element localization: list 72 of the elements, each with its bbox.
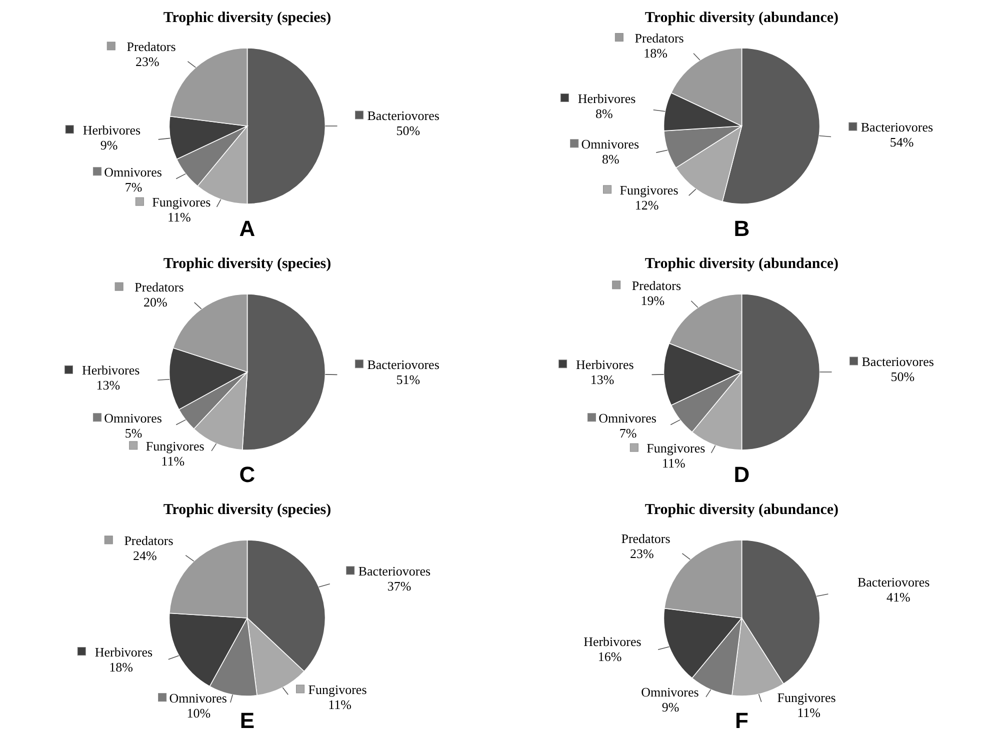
chart-title: Trophic diversity (species) <box>163 502 332 518</box>
legend-label: Fungivores <box>152 194 211 210</box>
legend-label: Omnivores <box>581 136 640 152</box>
slice-label: Fungivores <box>777 690 836 705</box>
legend-label: Omnivores <box>169 690 228 706</box>
legend-label: Omnivores <box>598 410 656 426</box>
text: D <box>734 462 750 487</box>
legend-label: Predators <box>126 38 176 54</box>
legend-label: Predators <box>632 278 682 293</box>
data-label: 11% <box>662 456 686 471</box>
data-label: 20% <box>143 294 168 310</box>
data-label: 11% <box>167 210 192 225</box>
data-label: 51% <box>396 372 420 387</box>
data-label: 7% <box>124 179 142 194</box>
text: E <box>240 708 255 733</box>
data-label: 18% <box>644 45 668 60</box>
slice-label: Omnivores <box>641 684 699 700</box>
legend-label: Predators <box>134 280 184 295</box>
legend-label: Fungivores <box>620 182 678 198</box>
legend-label: Bacteriovores <box>358 563 431 578</box>
data-label: 5% <box>124 425 142 440</box>
data-label: 9% <box>662 699 680 714</box>
data-label: 13% <box>96 378 120 393</box>
legend-label: Omnivores <box>104 164 162 180</box>
data-label: 19% <box>640 292 665 308</box>
data-label: 9% <box>100 137 118 152</box>
data-label: 11% <box>797 704 821 720</box>
legend-label: Fungivores <box>146 438 204 454</box>
data-label: 8% <box>602 151 620 166</box>
legend-label: Fungivores <box>308 682 367 697</box>
data-label: 12% <box>634 197 659 212</box>
legend-label: Bacteriovores <box>862 354 934 369</box>
data-label: 24% <box>133 548 158 563</box>
chart-title: Trophic diversity (abundance) <box>644 10 839 26</box>
legend-label: Predators <box>634 30 684 46</box>
legend-label: Herbivores <box>82 362 140 378</box>
slice-label: Herbivores <box>584 634 642 649</box>
data-label: 7% <box>619 425 637 440</box>
legend-label: Bacteriovores <box>367 108 440 123</box>
text: C <box>239 462 256 487</box>
legend-label: Herbivores <box>94 644 153 660</box>
legend-label: Omnivores <box>104 410 162 426</box>
chart-title: Trophic diversity (abundance) <box>644 502 839 518</box>
text: B <box>734 216 750 241</box>
slice-label: Predators <box>621 530 670 546</box>
legend-label: Fungivores <box>646 440 706 456</box>
data-label: 18% <box>109 659 134 674</box>
chart-title: Trophic diversity (abundance) <box>644 256 839 272</box>
legend-label: Herbivores <box>82 122 141 138</box>
legend-label: Herbivores <box>576 356 634 372</box>
chart-title: Trophic diversity (species) <box>163 10 332 26</box>
data-label: 37% <box>387 578 412 594</box>
chart-title: Trophic diversity (species) <box>163 256 332 272</box>
legend-label: Bacteriovores <box>367 356 440 372</box>
data-label: 23% <box>630 546 654 561</box>
data-label: 11% <box>161 453 185 468</box>
data-label: 50% <box>396 123 420 138</box>
legend-label: Herbivores <box>578 90 636 106</box>
text: F <box>735 708 748 733</box>
data-label: 11% <box>328 696 352 712</box>
legend-label: Predators <box>124 532 174 548</box>
data-label: 23% <box>136 54 160 69</box>
legend-label: Bacteriovores <box>860 120 934 135</box>
data-label: 13% <box>590 372 614 387</box>
text: A <box>239 216 256 241</box>
data-label: 10% <box>186 705 211 720</box>
data-label: 50% <box>890 369 915 384</box>
data-label: 54% <box>890 134 914 150</box>
slice-label: Bacteriovores <box>857 574 930 590</box>
data-label: 41% <box>886 589 910 604</box>
data-label: 16% <box>598 648 622 664</box>
data-label: 8% <box>595 106 613 121</box>
